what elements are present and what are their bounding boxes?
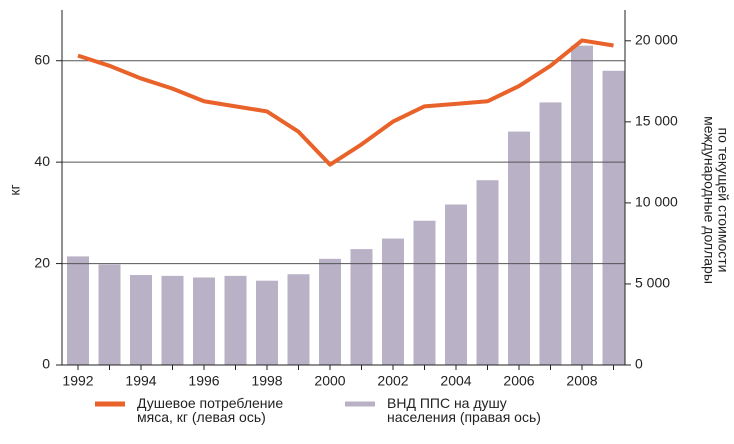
bar [476,180,499,365]
legend-line: ВНД ППС на душу [387,395,507,411]
x-tick-label: 1996 [188,373,219,389]
bar [602,70,625,366]
x-tick-label: 2002 [377,373,408,389]
bar [508,131,530,365]
y2-axis-label: по текущей стоимости [715,128,731,273]
legend-line: Душевое потребление [137,395,283,411]
y-tick-label: 40 [34,153,50,169]
line [77,38,614,167]
bar [224,275,247,365]
legend-label: ВНД ППС на душу населения (правая ось) [387,395,541,425]
y2-tick-label: 5 000 [635,275,670,291]
bar [256,280,278,365]
y2-tick-label: 0 [635,356,643,372]
x-tick-label: 2006 [503,373,534,389]
y2-tick-label: 20 000 [635,32,678,48]
bar [319,258,341,365]
bar [539,102,562,365]
bar [193,277,215,365]
y2-axis-label: международные доллары [701,116,717,284]
y2-tick-label: 15 000 [635,113,678,129]
x-tick-label: 2000 [314,373,345,389]
y-tick-label: 20 [34,254,50,270]
x-tick-label: 1992 [62,373,93,389]
bar [350,249,373,365]
legend-label: Душевое потребление мяса, кг (левая ось) [137,395,283,425]
bar [130,275,152,365]
y-tick-label: 0 [42,356,50,372]
bar [67,256,89,365]
x-tick-label: 1998 [251,373,282,389]
bar [571,45,593,365]
legend-line: мяса, кг (левая ось) [137,409,266,425]
x-tick-label: 2008 [566,373,597,389]
y-axis-label: кг [7,184,23,195]
bar [287,274,310,365]
bar [98,264,121,365]
bar [413,220,436,365]
x-tick-label: 2004 [440,373,471,389]
bar [382,238,404,365]
legend-line: населения (правая ось) [387,409,541,425]
y-tick-label: 60 [34,51,50,67]
y2-tick-label: 10 000 [635,194,678,210]
bar [161,275,184,365]
x-tick-label: 1994 [125,373,156,389]
bar [445,204,467,365]
